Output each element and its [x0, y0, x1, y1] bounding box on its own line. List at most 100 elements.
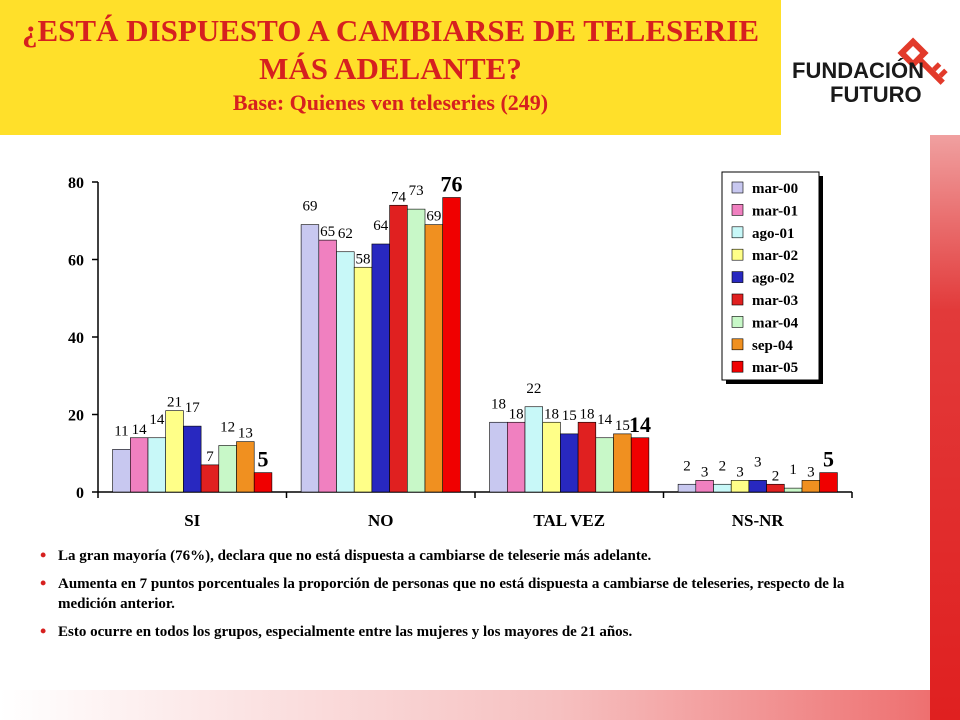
bar-value-label: 14 [132, 422, 148, 438]
bullet-dot-icon: • [40, 573, 47, 593]
bar-value-label: 14 [629, 412, 651, 437]
bar-value-label: 18 [544, 406, 559, 422]
bar [165, 410, 184, 493]
bar-value-label: 17 [185, 400, 201, 416]
bar [353, 266, 373, 493]
y-tick-label: 80 [68, 175, 84, 192]
bar [542, 421, 561, 493]
bar-value-label: 62 [338, 226, 353, 242]
bar-value-label: 18 [491, 396, 506, 412]
bar [183, 425, 202, 493]
legend-entry: mar-01 [752, 203, 798, 219]
bullet-item: • Aumenta en 7 puntos porcentuales la pro… [40, 573, 860, 614]
legend-entry: ago-01 [752, 226, 795, 242]
bar-value-label: 15 [562, 408, 577, 424]
legend-swatch [731, 360, 744, 373]
page-title-line2: MÁS ADELANTE? [259, 51, 522, 86]
category-label: NS-NR [732, 511, 785, 530]
bar [218, 445, 237, 493]
bar [389, 204, 408, 493]
bar [677, 483, 697, 493]
bullet-item: • Esto ocurre en todos los grupos, especi… [40, 621, 860, 642]
bar [371, 243, 390, 493]
bar-value-label: 13 [238, 426, 253, 442]
bullet-dot-icon: • [40, 621, 47, 641]
legend-swatch [731, 248, 744, 261]
legend-swatch [731, 226, 744, 239]
bar-value-label: 12 [220, 420, 235, 436]
category-label: SI [184, 511, 200, 530]
bar [489, 421, 508, 493]
bullet-list: • La gran mayoría (76%), declara que no e… [40, 545, 860, 650]
bar [506, 421, 526, 493]
legend-swatch [731, 316, 744, 328]
bar-value-label: 21 [167, 395, 182, 411]
bar-value-label: 65 [320, 224, 335, 240]
title-box: ¿ESTÁ DISPUESTO A CAMBIARSE DE TELESERIE… [0, 0, 781, 135]
bar [695, 480, 714, 493]
category-label: NO [368, 511, 394, 530]
bar-value-label: 3 [807, 464, 815, 480]
bar-value-label: 18 [579, 406, 594, 422]
bar-value-label: 3 [736, 464, 744, 480]
legend-entry: mar-05 [752, 360, 798, 376]
legend-entry: mar-02 [752, 248, 798, 264]
bar-value-label: 2 [719, 458, 727, 474]
bullet-text: La gran mayoría (76%), declara que no es… [58, 548, 652, 564]
bar [200, 464, 220, 493]
bar-value-label: 15 [615, 418, 630, 434]
page-subtitle: Base: Quienes ven teleseries (249) [232, 90, 549, 115]
bar [424, 224, 444, 493]
bar [112, 449, 131, 493]
bar [442, 197, 461, 493]
key-icon [897, 37, 948, 85]
bar [318, 239, 337, 493]
bar [730, 480, 750, 493]
bar-value-label: 5 [258, 447, 269, 472]
bar [560, 433, 579, 493]
bar-value-label: 74 [391, 189, 407, 205]
bar-value-label: 14 [149, 412, 165, 428]
y-tick-label: 0 [76, 485, 84, 502]
bar [819, 472, 838, 493]
bar [766, 483, 785, 493]
legend-swatch [731, 293, 744, 306]
bullet-text: Esto ocurre en todos los grupos, especia… [58, 624, 633, 640]
bar-value-label: 69 [302, 199, 317, 215]
bar-value-label: 14 [597, 412, 613, 428]
bar-value-label: 73 [409, 183, 424, 199]
bar [253, 472, 273, 493]
y-tick-label: 20 [68, 408, 84, 425]
decorative-bottom-bar [0, 690, 930, 720]
bar [577, 421, 597, 493]
legend-swatch [731, 338, 744, 351]
bar-value-label: 22 [526, 381, 541, 397]
bar [595, 437, 614, 493]
bar [336, 251, 355, 493]
bar-value-label: 2 [772, 468, 780, 484]
bar [406, 208, 426, 493]
bar [630, 437, 650, 493]
bar [524, 406, 544, 493]
bar-value-label: 58 [356, 251, 371, 267]
bar [783, 487, 803, 493]
bar-value-label: 11 [114, 423, 128, 439]
bar-value-label: 2 [683, 458, 691, 474]
legend-swatch [731, 181, 744, 194]
logo-line1: FUNDACIÓN [792, 58, 924, 83]
legend-entry: mar-00 [752, 181, 798, 197]
bar-value-label: 69 [426, 209, 441, 225]
bar-value-label: 1 [789, 462, 797, 478]
bar [236, 441, 255, 493]
bullet-text: Aumenta en 7 puntos porcentuales la prop… [58, 576, 845, 612]
logo-line2: FUTURO [830, 82, 922, 107]
chart-category-labels: SI NO TAL VEZ NS-NR [184, 511, 784, 530]
legend-entry: mar-03 [752, 293, 798, 309]
bar [748, 480, 767, 493]
bar [147, 437, 167, 493]
page-title-line1: ¿ESTÁ DISPUESTO A CAMBIARSE DE TELESERIE [21, 13, 760, 48]
bullet-dot-icon: • [40, 545, 47, 565]
category-label: TAL VEZ [533, 511, 605, 530]
